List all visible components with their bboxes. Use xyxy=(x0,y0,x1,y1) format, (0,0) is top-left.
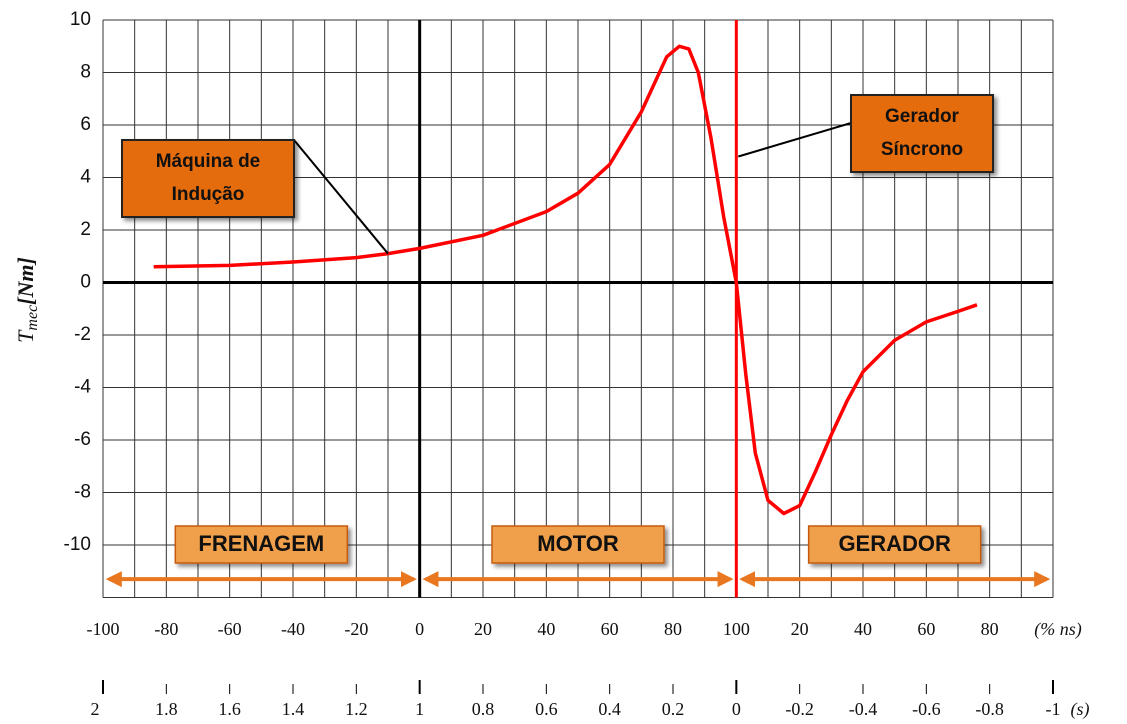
y-tick-label: 2 xyxy=(80,219,91,240)
annotation-text: Gerador xyxy=(885,106,960,127)
annotation: Gerador Síncrono xyxy=(850,94,994,173)
x-tick-label: 80 xyxy=(664,619,682,639)
x2-tick-label: 2 xyxy=(91,699,100,719)
x2-unit: (s) xyxy=(1071,699,1090,720)
annotation: Máquina de Indução xyxy=(121,139,295,218)
y-tick-label: -6 xyxy=(74,429,91,450)
x2-tick-label: -0.2 xyxy=(785,699,814,719)
region-label-bg xyxy=(174,525,349,564)
y-tick-label: -4 xyxy=(74,377,91,398)
x-tick-label: -80 xyxy=(154,619,178,639)
annotation-bg xyxy=(850,94,994,173)
annotation-text: Síncrono xyxy=(881,139,963,160)
x-tick-label: 60 xyxy=(601,619,619,639)
region-label: MOTOR xyxy=(537,531,619,556)
y-tick-label: 4 xyxy=(80,167,91,188)
x2-tick-label: 0.4 xyxy=(598,699,621,719)
x-unit: (% ns) xyxy=(1034,619,1082,640)
x-tick-label: 80 xyxy=(981,619,999,639)
y-tick-label: -10 xyxy=(64,534,91,555)
y-label-subscript: mec xyxy=(24,305,41,331)
torque-curve xyxy=(153,44,978,516)
x2-tick-label: -0.6 xyxy=(912,699,941,719)
region-box: FRENAGEM xyxy=(174,525,349,564)
annotation-text: Indução xyxy=(172,184,245,205)
x-tick-label: 0 xyxy=(415,619,424,639)
y-tick-label: 6 xyxy=(80,114,91,135)
y-tick-label: 10 xyxy=(70,9,91,30)
x-tick-label: 20 xyxy=(474,619,492,639)
x2-tick-label: -1 xyxy=(1046,699,1061,719)
x2-tick-label: 0.2 xyxy=(662,699,685,719)
annotation-text: Máquina de xyxy=(156,151,261,172)
region-label-bg xyxy=(491,525,665,564)
region-box: GERADOR xyxy=(807,525,982,564)
x2-tick-label: 0.6 xyxy=(535,699,558,719)
x2-tick-label: 1 xyxy=(415,699,424,719)
x-tick-label: -100 xyxy=(87,619,120,639)
y-tick-label: -8 xyxy=(74,482,91,503)
x2-tick-label: 1.6 xyxy=(218,699,241,719)
x-tick-label: -20 xyxy=(344,619,368,639)
y-label-unit: [Nm] xyxy=(13,257,38,305)
x2-tick-label: 1.4 xyxy=(282,699,305,719)
y-label-symbol: T xyxy=(13,329,38,343)
x2-tick-label: 0 xyxy=(732,699,741,719)
region-label: GERADOR xyxy=(838,531,951,556)
x2-tick-label: 1.2 xyxy=(345,699,368,719)
region-box: MOTOR xyxy=(491,525,665,564)
x-tick-label: -60 xyxy=(218,619,242,639)
x-tick-label: 60 xyxy=(917,619,935,639)
y-tick-label: -2 xyxy=(74,324,91,345)
x2-tick-label: -0.8 xyxy=(975,699,1004,719)
region-label-bg xyxy=(807,525,982,564)
y-tick-label: 8 xyxy=(80,62,91,83)
y-axis-label: Tmec[Nm] xyxy=(13,257,41,343)
x2-tick-label: -0.4 xyxy=(849,699,878,719)
x-tick-label: 100 xyxy=(723,619,750,639)
x-tick-label: 20 xyxy=(791,619,809,639)
x-tick-label: 40 xyxy=(537,619,555,639)
x2-tick-label: 1.8 xyxy=(155,699,178,719)
x2-tick-label: 0.8 xyxy=(472,699,495,719)
annotation-leader xyxy=(738,122,852,158)
y-tick-label: 0 xyxy=(80,272,91,293)
region-label: FRENAGEM xyxy=(198,531,324,556)
annotation-bg xyxy=(121,139,295,218)
annotation-leader xyxy=(293,139,389,255)
x-tick-label: 40 xyxy=(854,619,872,639)
x-tick-label: -40 xyxy=(281,619,305,639)
